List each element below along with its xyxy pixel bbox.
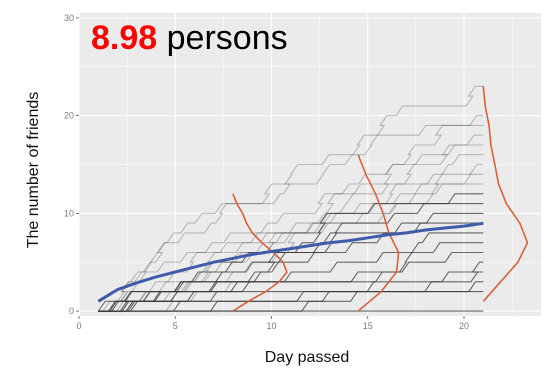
mean-friends-number: 8.98 — [91, 19, 158, 57]
x-tick-label: 10 — [266, 321, 276, 331]
density-curve — [482, 86, 529, 302]
individual-line — [98, 154, 484, 312]
x-axis-title: Day passed — [265, 349, 350, 366]
y-tick-label: 20 — [64, 111, 74, 121]
x-tick-label: 15 — [363, 321, 373, 331]
grid-lines — [78, 13, 541, 316]
x-axis-ticks: 0 5 10 15 20 — [76, 316, 469, 331]
individual-line — [97, 183, 484, 312]
headline-value: 8.98 persons — [91, 18, 288, 58]
y-tick-label: 10 — [64, 208, 74, 218]
individual-line — [98, 134, 484, 312]
individual-line — [98, 163, 484, 312]
individual-line — [98, 212, 484, 312]
individual-line — [98, 261, 484, 312]
y-axis-title: The number of friends — [25, 92, 42, 249]
x-tick-label: 5 — [173, 321, 178, 331]
y-axis-ticks: 0 10 20 30 — [64, 13, 79, 316]
individual-line — [97, 85, 484, 312]
x-tick-label: 20 — [459, 321, 469, 331]
mean-trend-line — [97, 221, 484, 303]
individual-line — [98, 173, 484, 312]
y-tick-label: 0 — [69, 306, 74, 316]
y-tick-label: 30 — [64, 13, 74, 23]
individual-line — [98, 203, 484, 312]
mean-friends-unit: persons — [166, 19, 288, 57]
individual-line — [98, 144, 484, 312]
individual-line — [98, 281, 484, 312]
density-curve — [357, 154, 400, 312]
individual-line — [98, 124, 484, 312]
individual-line — [98, 193, 484, 312]
x-tick-label: 0 — [76, 321, 81, 331]
